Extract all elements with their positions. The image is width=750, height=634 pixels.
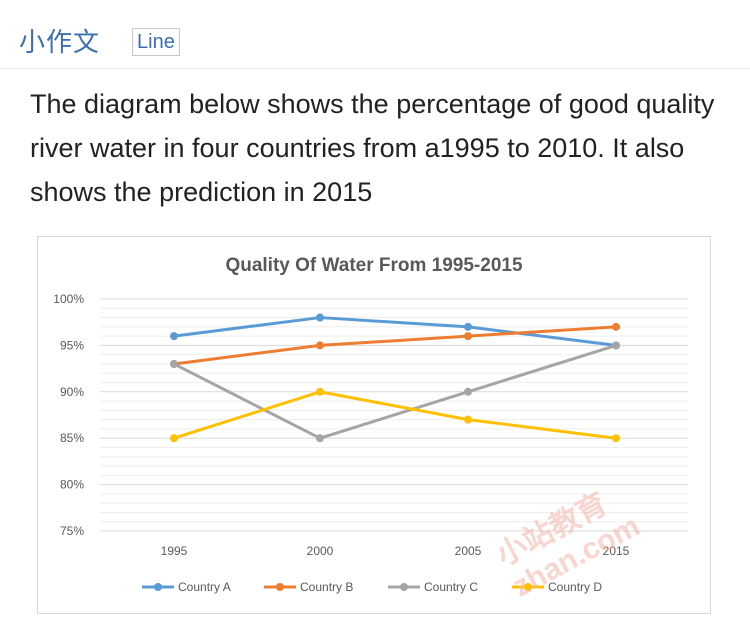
data-point [464, 322, 472, 331]
series-line-country-b [172, 325, 618, 366]
legend-label: Country B [300, 580, 353, 594]
y-tick-label: 100% [53, 292, 84, 306]
series-line-country-c [172, 343, 618, 440]
data-point [170, 332, 178, 341]
series-line-country-d [172, 390, 618, 440]
x-tick-label: 2015 [603, 544, 630, 558]
chart-container: 75% 80% 85% 90% 95% 100% 1995 2000 2005 2015 Cou… [37, 236, 711, 614]
data-point [464, 415, 472, 424]
page-title: 小作文 [19, 28, 101, 58]
legend-marker [524, 583, 532, 591]
legend-marker [400, 583, 408, 591]
data-point [612, 434, 620, 443]
data-point [316, 434, 324, 443]
data-point [170, 434, 178, 443]
y-tick-label: 85% [60, 431, 84, 445]
data-point [464, 332, 472, 341]
line-chart: 75% 80% 85% 90% 95% 100% 1995 2000 2005 2015 Cou… [53, 255, 688, 594]
chart-title: Quality Of Water From 1995-2015 [225, 255, 523, 276]
legend-marker [276, 583, 284, 591]
y-tick-label: 95% [60, 338, 84, 352]
legend-item: Country C [388, 580, 478, 594]
legend-marker [154, 583, 162, 591]
page-header: 小作文 Line [0, 0, 750, 69]
category-tag[interactable]: Line [132, 28, 180, 56]
y-tick-label: 80% [60, 478, 84, 492]
task-description: The diagram below shows the percentage o… [30, 89, 715, 207]
legend-label: Country D [548, 580, 602, 594]
y-tick-label: 75% [60, 524, 84, 538]
data-point [316, 341, 324, 350]
x-tick-label: 2000 [307, 544, 334, 558]
x-tick-label: 1995 [161, 544, 188, 558]
data-point [612, 322, 620, 331]
legend-item: Country A [142, 580, 231, 594]
legend-item: Country D [512, 580, 602, 594]
legend-item: Country B [264, 580, 353, 594]
data-point [612, 341, 620, 350]
legend-label: Country C [424, 580, 478, 594]
legend-label: Country A [178, 580, 231, 594]
series-line-country-a [172, 316, 618, 347]
data-point [464, 387, 472, 396]
data-point [316, 387, 324, 396]
data-point [316, 313, 324, 322]
x-tick-label: 2005 [455, 544, 482, 558]
y-tick-label: 90% [60, 385, 84, 399]
data-point [170, 359, 178, 368]
